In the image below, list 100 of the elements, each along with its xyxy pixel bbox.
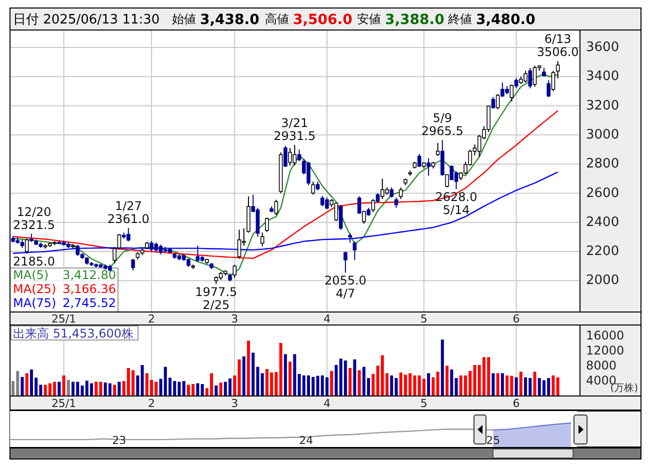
candlestick [394, 197, 398, 208]
y-tick-label: 3200 [586, 98, 620, 114]
candlestick [496, 94, 500, 110]
text: MA(25) 3,166.36 [13, 282, 116, 296]
candlestick [546, 80, 551, 98]
candlestick [357, 196, 362, 214]
candlestick [551, 70, 556, 92]
candlestick [440, 139, 444, 176]
bar [432, 377, 435, 396]
candlestick [556, 60, 560, 79]
x-tick-label: 5 [420, 312, 428, 326]
candlestick [436, 142, 440, 157]
bar [390, 375, 394, 396]
candlestick [491, 96, 496, 110]
candlestick [131, 258, 135, 271]
x-tick-label: 2 [148, 397, 156, 410]
bar [90, 383, 93, 396]
x-tick-label: 25 [486, 434, 500, 448]
y-tick-label: 3600 [586, 40, 620, 56]
bar [446, 366, 449, 396]
x-tick-label: 6 [512, 397, 520, 410]
candlestick [514, 78, 518, 89]
bar [214, 386, 218, 396]
y-tick-label: 16000 [586, 328, 624, 342]
candlestick [352, 240, 357, 260]
candlestick [311, 181, 316, 196]
bar [72, 382, 75, 396]
bar [25, 373, 28, 396]
bar [358, 370, 361, 396]
bar [524, 377, 528, 396]
bar [556, 377, 560, 396]
candlestick [232, 264, 237, 278]
candlestick [196, 245, 200, 262]
candlestick [426, 158, 430, 176]
bar [440, 340, 444, 396]
chart-title: 日付 2025/06/13 11:30 [13, 12, 160, 28]
annotation: 5/9 2965.5 [421, 110, 464, 138]
bar [334, 364, 338, 396]
bar [353, 359, 356, 396]
annotation: 2055.0 4/7 [324, 274, 366, 301]
bar [506, 375, 509, 396]
candlestick [445, 174, 449, 188]
bar [496, 373, 500, 396]
y-tick-label: 2000 [586, 273, 620, 288]
bar [422, 378, 426, 396]
annotation: 3/21 2931.5 [274, 116, 316, 143]
candlestick [348, 232, 352, 244]
candlestick [371, 198, 376, 213]
bar [260, 373, 264, 396]
bar [284, 354, 287, 396]
text: 安値 3,388.0 [357, 12, 445, 28]
bar [436, 372, 440, 396]
bar [450, 369, 454, 396]
bar [66, 380, 70, 396]
annotation: 12/20 2321.5 [13, 204, 55, 232]
candlestick [260, 232, 264, 247]
y-tick-label: 3400 [586, 69, 620, 84]
x-tick-label: 2 [148, 312, 156, 326]
bar [330, 370, 334, 396]
annotation: 1/27 2361.0 [107, 199, 150, 226]
candlestick [417, 153, 422, 168]
bar [325, 377, 328, 396]
x-tick-label: 4 [323, 312, 330, 326]
candlestick [390, 186, 394, 198]
bar [492, 373, 495, 396]
annotation: 2185.0 [13, 254, 55, 269]
bar [113, 384, 116, 396]
bar [288, 362, 292, 396]
series-label: MA(5) 3,412.80 [13, 268, 116, 282]
bar [108, 383, 112, 396]
x-tick-label: 25/1 [51, 312, 76, 326]
x-tick-label: 4 [323, 397, 330, 410]
candlestick [510, 84, 514, 102]
bar [372, 374, 375, 396]
bar [200, 384, 204, 396]
y-tick-label: 3000 [586, 127, 620, 142]
text: 終値 3,480.0 [447, 12, 536, 28]
candlestick [265, 217, 269, 232]
bar [118, 382, 121, 396]
annotation: 1977.5 2/25 [195, 284, 238, 312]
y-tick-label: 4000 [586, 373, 617, 388]
x-tick-label: 23 [112, 434, 126, 448]
candlestick [398, 186, 403, 200]
bar [500, 373, 504, 396]
x-tick-label: 25/1 [51, 397, 76, 410]
bar [519, 372, 522, 396]
bar [348, 368, 352, 396]
y-tick-label: 2800 [586, 156, 620, 172]
bar [293, 354, 296, 396]
x-tick-label: 3 [231, 312, 238, 326]
bar [552, 375, 555, 396]
bar [344, 360, 347, 396]
bar [427, 373, 430, 396]
y-tick-label: 2400 [586, 214, 620, 230]
bar [58, 382, 61, 396]
y-tick-label: 2600 [586, 186, 620, 201]
candlestick [76, 244, 80, 256]
text: 高値 3,506.0 [265, 12, 353, 28]
candlestick [362, 210, 366, 224]
bar [279, 342, 282, 396]
